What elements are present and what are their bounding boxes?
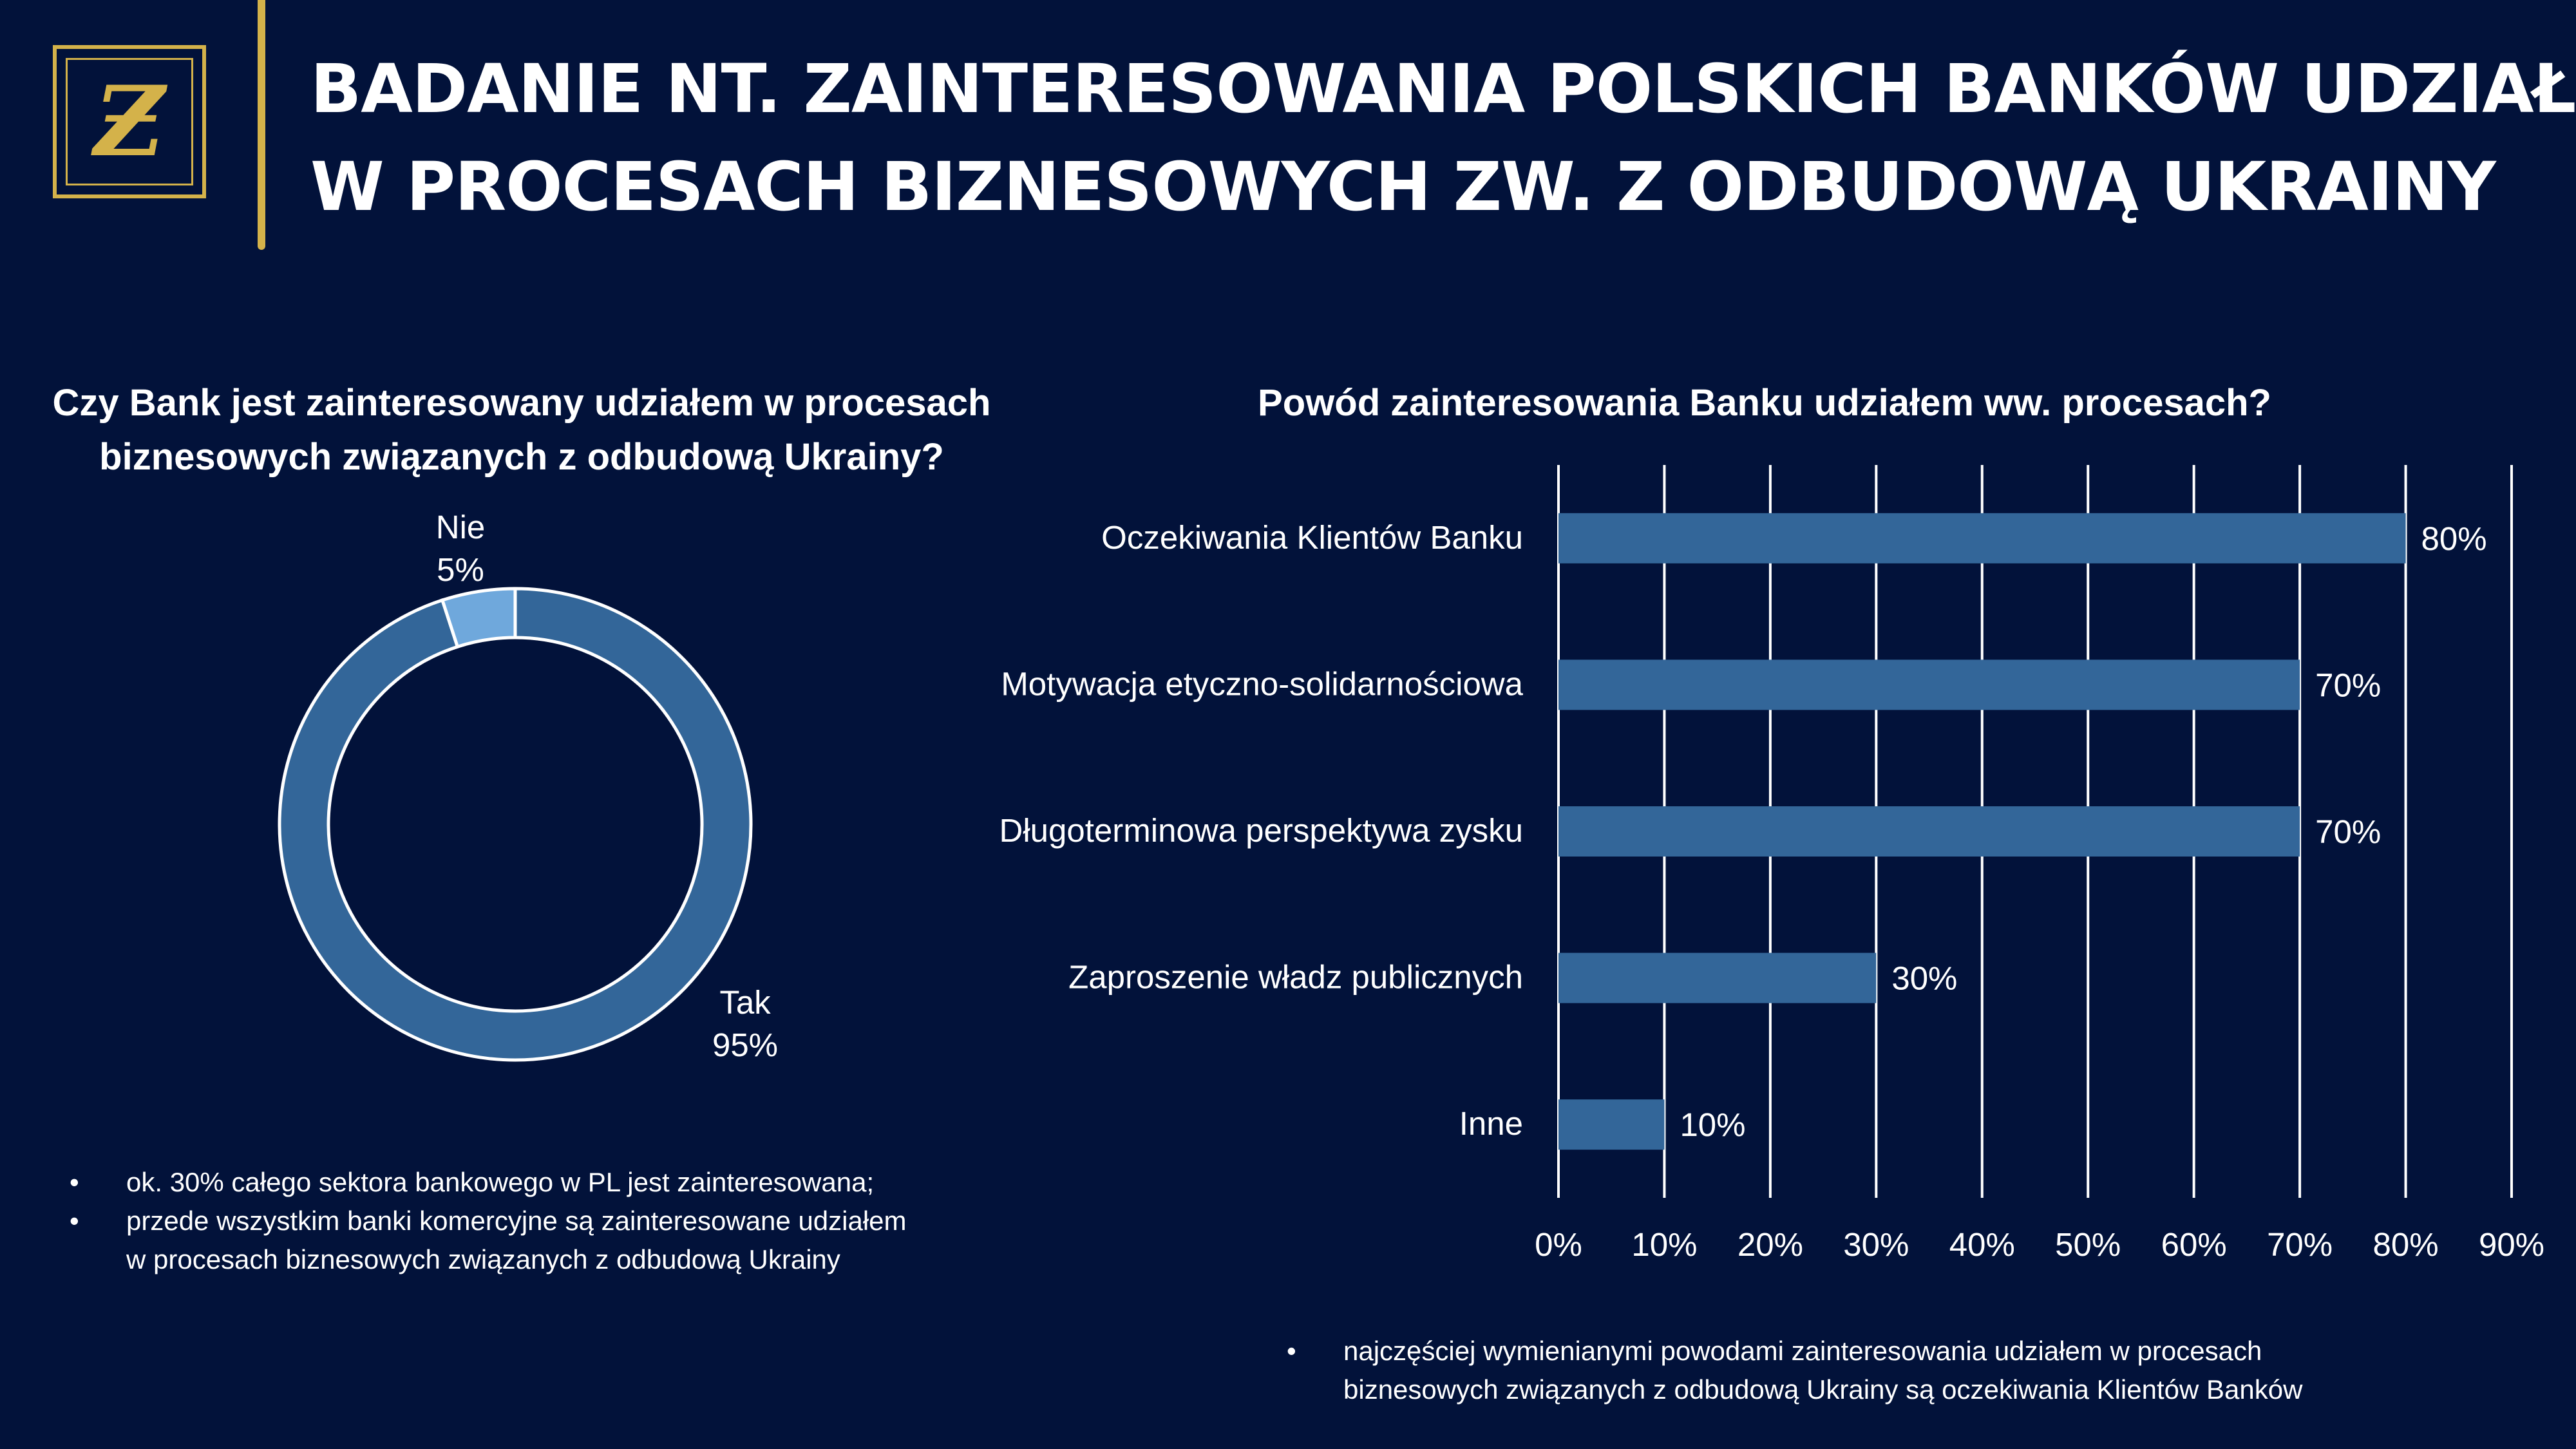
bar xyxy=(1558,513,2406,564)
category-label: Inne xyxy=(1459,1105,1523,1142)
right-note-2-text: biznesowych związanych z odbudową Ukrain… xyxy=(1343,1374,2303,1405)
category-label: Długoterminowa perspektywa zysku xyxy=(999,812,1523,849)
x-tick-label: 20% xyxy=(1738,1226,1803,1263)
x-tick-label: 90% xyxy=(2479,1226,2544,1263)
right-note-1: • najczęściej wymienianymi powodami zaint… xyxy=(1282,1332,2537,1370)
x-tick-label: 70% xyxy=(2267,1226,2333,1263)
x-tick-label: 30% xyxy=(1843,1226,1909,1263)
slice-label-nie: Nie 5% xyxy=(412,506,509,591)
right-note-1-text: najczęściej wymienianymi powodami zainte… xyxy=(1343,1336,2262,1366)
data-label: 30% xyxy=(1891,960,1957,997)
slice-label-tak: Tak 95% xyxy=(697,981,793,1066)
page-title-line1: BADANIE NT. ZAINTERESOWANIA POLSKICH BAN… xyxy=(310,50,2576,128)
bar-chart-title: Powód zainteresowania Banku udziałem ww.… xyxy=(1258,382,2271,424)
bullet-icon: • xyxy=(1287,1336,1296,1366)
bar xyxy=(1558,806,2300,857)
bullet-icon: • xyxy=(70,1167,79,1197)
data-label: 70% xyxy=(2315,667,2381,703)
bar xyxy=(1558,952,1877,1003)
x-tick-label: 60% xyxy=(2161,1226,2227,1263)
x-tick-label: 0% xyxy=(1535,1226,1582,1263)
left-note-2: • przede wszystkim banki komercyjne są za… xyxy=(64,1202,1030,1240)
left-note-1-text: ok. 30% całego sektora bankowego w PL je… xyxy=(126,1167,875,1197)
bank-logo: Ƶ xyxy=(53,45,206,198)
page-title: BADANIE NT. ZAINTERESOWANIA POLSKICH BAN… xyxy=(310,40,2576,236)
bar xyxy=(1558,1099,1665,1150)
right-notes: • najczęściej wymienianymi powodami zaint… xyxy=(1282,1332,2537,1409)
title-accent-bar xyxy=(258,0,265,250)
donut-title-line2: biznesowych związanych z odbudową Ukrain… xyxy=(99,436,944,478)
slice-label-nie-name: Nie xyxy=(435,509,486,545)
page-title-line2: W PROCESACH BIZNESOWYCH ZW. Z ODBUDOWĄ U… xyxy=(310,147,2496,226)
x-tick-label: 50% xyxy=(2055,1226,2121,1263)
left-note-2-text: przede wszystkim banki komercyjne są zai… xyxy=(126,1206,907,1236)
donut-slice-tak xyxy=(278,587,753,1062)
category-label: Motywacja etyczno-solidarnościowa xyxy=(1001,665,1523,702)
data-label: 70% xyxy=(2315,813,2381,850)
left-note-3-text: w procesach biznesowych związanych z odb… xyxy=(126,1244,840,1274)
donut-chart xyxy=(278,587,753,1062)
logo-letter: Ƶ xyxy=(94,65,165,178)
right-note-2: biznesowych związanych z odbudową Ukrain… xyxy=(1282,1370,2537,1409)
slice-label-nie-value: 5% xyxy=(437,551,484,588)
slice-label-tak-name: Tak xyxy=(719,984,771,1021)
bar xyxy=(1558,659,2300,710)
left-note-3: w procesach biznesowych związanych z odb… xyxy=(64,1240,1030,1279)
bar-chart: 0% 10% 20% 30% 40% 50% 60% 70% 80% 90% Oczekiwania… xyxy=(999,465,2544,1263)
bullet-icon: • xyxy=(70,1206,79,1236)
category-label: Zaproszenie władz publicznych xyxy=(1068,959,1523,996)
left-notes: • ok. 30% całego sektora bankowego w PL j… xyxy=(64,1163,1030,1279)
donut-slice-nie xyxy=(440,587,517,649)
slice-label-tak-value: 95% xyxy=(712,1027,779,1063)
left-note-1: • ok. 30% całego sektora bankowego w PL j… xyxy=(64,1163,1030,1202)
category-label: Oczekiwania Klientów Banku xyxy=(1101,519,1523,556)
x-tick-label: 10% xyxy=(1631,1226,1697,1263)
x-tick-label: 40% xyxy=(1949,1226,2015,1263)
logo-frame xyxy=(66,58,193,185)
donut-title-line1: Czy Bank jest zainteresowany udziałem w … xyxy=(52,382,991,424)
data-label: 80% xyxy=(2421,520,2487,557)
x-tick-label: 80% xyxy=(2373,1226,2439,1263)
donut-chart-title: Czy Bank jest zainteresowany udziałem w … xyxy=(26,376,1018,484)
data-label: 10% xyxy=(1680,1106,1745,1143)
